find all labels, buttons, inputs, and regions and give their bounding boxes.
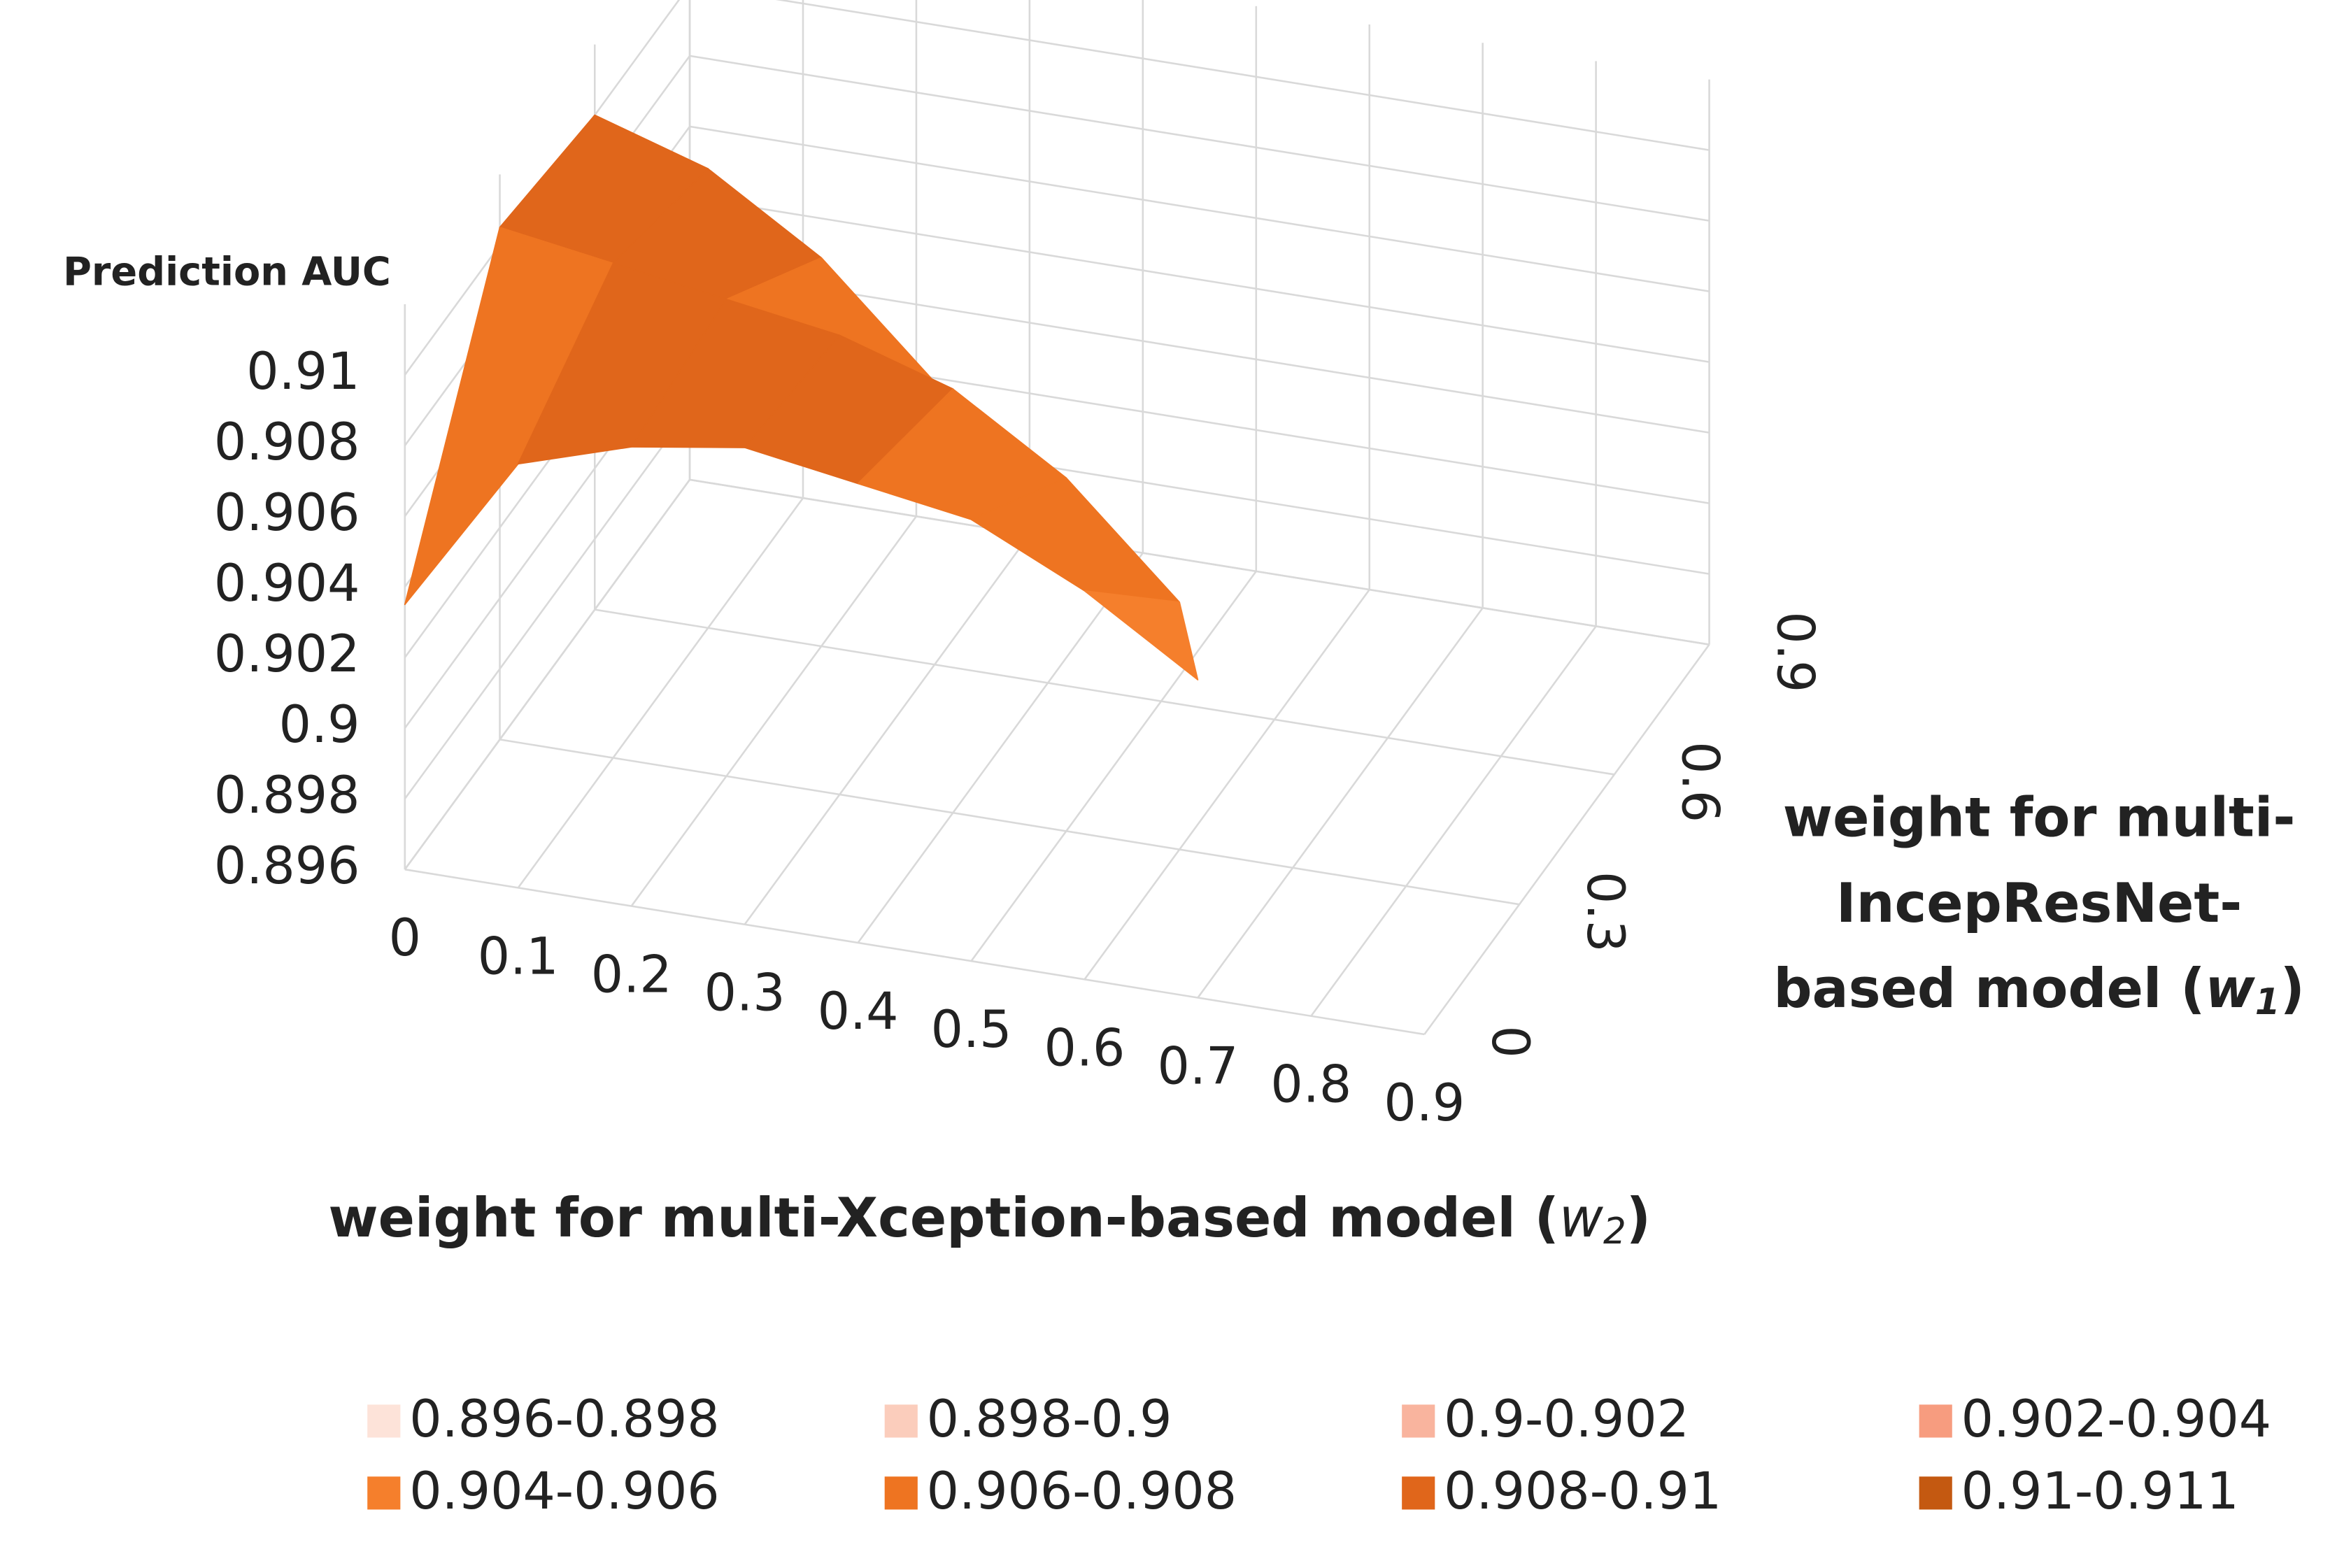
y-axis-title-line: IncepResNet- [1836, 872, 2242, 935]
floor-grid-line [1310, 625, 1597, 1017]
back-wall-grid-line [689, 266, 1710, 434]
legend-label: 0.908-0.91 [1444, 1462, 1721, 1521]
z-tick-label: 0.896 [214, 836, 360, 896]
floor-grid-line [595, 608, 1615, 776]
legend-label: 0.896-0.898 [409, 1390, 719, 1449]
surface [404, 114, 1199, 680]
legend-label: 0.91-0.911 [1961, 1462, 2239, 1521]
y-axis-title-text: weight for multi- [1783, 787, 2296, 850]
back-wall-grid-line [689, 478, 1710, 646]
floor-grid-line [404, 868, 1425, 1036]
y-axis-var: w [2206, 957, 2256, 1020]
back-wall-grid-line [689, 125, 1710, 292]
legend: 0.896-0.898 0.898-0.9 0.9-0.902 0.902-0.904… [367, 1390, 2271, 1521]
floor-grid-line [857, 552, 1144, 943]
legend-swatch [1402, 1404, 1435, 1438]
y-axis-title: weight for multi- IncepResNet-based model… [1773, 787, 2305, 1024]
legend-swatch [1919, 1404, 1952, 1438]
z-tick-label: 0.898 [214, 766, 360, 825]
x-tick-label: 0.4 [818, 982, 899, 1041]
y-tick-label: 0 [1480, 1025, 1540, 1057]
legend-label: 0.906-0.908 [927, 1462, 1237, 1521]
y-tick-label: 0.3 [1575, 871, 1635, 953]
floor-grid-line [517, 497, 804, 889]
z-tick-label: 0.902 [214, 625, 360, 684]
y-axis-title-line: based model (w1) [1773, 957, 2305, 1023]
z-tick-label: 0.9 [279, 695, 360, 755]
x-tick-label: 0.8 [1270, 1055, 1351, 1115]
z-tick-label: 0.91 [246, 342, 360, 401]
legend-swatch [884, 1476, 918, 1510]
y-tick-label: 0.9 [1765, 611, 1824, 692]
floor-grid-line [1423, 643, 1710, 1035]
labels: 0.896 0.898 0.9 0.902 0.904 0.906 0.908 0.91 0 0.… [214, 342, 1825, 1133]
x-axis-var: w [1559, 1187, 1604, 1250]
legend-swatch [1919, 1476, 1952, 1510]
side-wall-grid-line [404, 408, 691, 799]
back-wall-grid-line [689, 196, 1710, 363]
z-tick-label: 0.904 [214, 554, 360, 613]
floor-grid-line [970, 571, 1257, 962]
surface-face [1084, 590, 1199, 680]
y-tick-label: 0.6 [1670, 741, 1730, 822]
floor-grid-line [1084, 589, 1370, 981]
x-axis-title-text: weight for multi-Xception-based model ( [328, 1187, 1559, 1250]
floor-grid-line [630, 515, 917, 907]
y-axis-sub: 1 [2255, 981, 2280, 1023]
legend-swatch [367, 1404, 401, 1438]
legend-label: 0.9-0.902 [1444, 1390, 1689, 1449]
side-wall-grid-line [404, 479, 691, 870]
legend-label: 0.902-0.904 [1961, 1390, 2271, 1449]
x-tick-label: 0.5 [931, 1000, 1012, 1060]
floor-grid-line [744, 534, 1030, 925]
x-tick-label: 0.9 [1384, 1074, 1465, 1133]
legend-swatch [367, 1476, 401, 1510]
x-axis-title: weight for multi-Xception-based model (w… [328, 1187, 1651, 1253]
x-tick-label: 0.7 [1157, 1036, 1238, 1096]
y-axis-title-text: IncepResNet- [1836, 872, 2242, 935]
floor-grid-line [499, 739, 1520, 906]
x-axis-sub: 2 [1603, 1211, 1626, 1253]
legend-swatch [1402, 1476, 1435, 1510]
x-tick-label: 0.1 [478, 927, 559, 986]
x-axis-close: ) [1626, 1187, 1651, 1250]
x-tick-label: 0.2 [591, 945, 672, 1004]
floor-grid-line [1197, 607, 1484, 999]
z-tick-label: 0.906 [214, 483, 360, 543]
legend-swatch [884, 1404, 918, 1438]
back-wall-grid-line [689, 55, 1710, 222]
legend-label: 0.898-0.9 [927, 1390, 1172, 1449]
z-axis-title: Prediction AUC [63, 249, 391, 294]
y-axis-title-text: based model ( [1773, 957, 2205, 1020]
x-tick-label: 0.3 [704, 964, 786, 1023]
y-axis-close: ) [2280, 957, 2305, 1020]
legend-label: 0.904-0.906 [409, 1462, 719, 1521]
y-axis-title-line: weight for multi- [1783, 787, 2296, 850]
back-wall-grid-line [775, 0, 1710, 151]
x-tick-label: 0.6 [1044, 1018, 1125, 1078]
x-tick-label: 0 [389, 908, 421, 968]
z-tick-label: 0.908 [214, 413, 360, 472]
